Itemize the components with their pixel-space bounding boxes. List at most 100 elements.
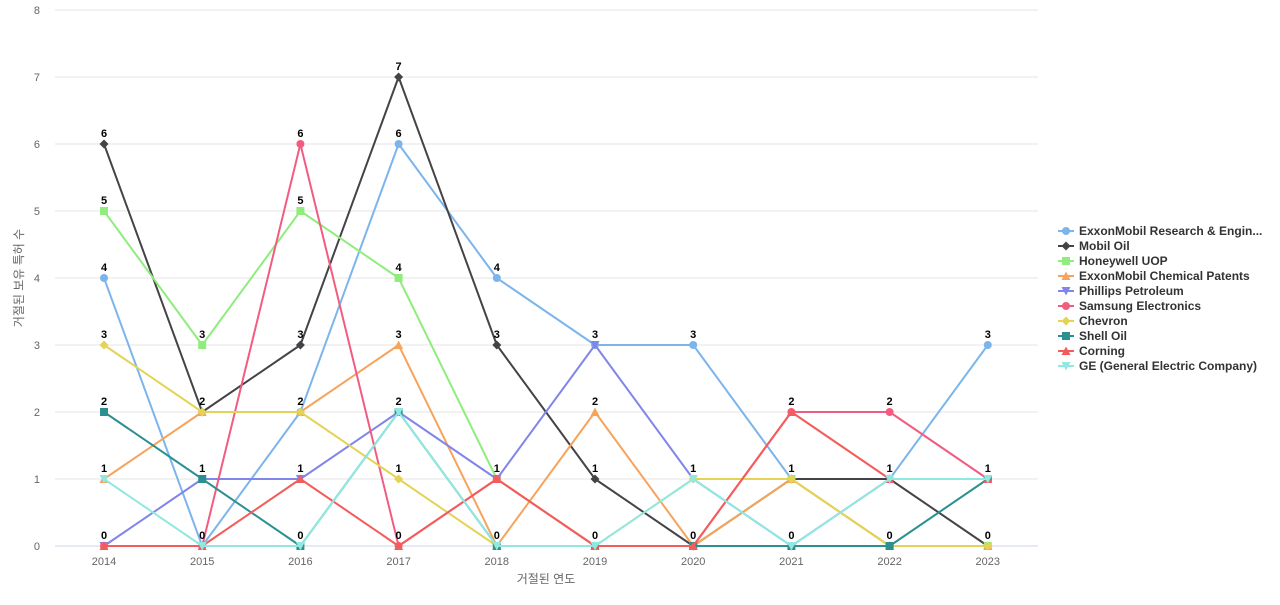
series-2[interactable] (100, 207, 992, 550)
legend-label: ExxonMobil Chemical Patents (1079, 269, 1250, 283)
legend-item[interactable]: Shell Oil (1058, 329, 1127, 343)
data-point (590, 542, 600, 551)
data-point (885, 408, 894, 416)
series-line[interactable] (103, 344, 989, 547)
data-label: 0 (494, 530, 500, 542)
data-point (99, 475, 109, 484)
legend-label: Mobil Oil (1079, 239, 1130, 253)
data-point (197, 407, 207, 417)
data-label: 0 (985, 530, 991, 542)
y-tick-label: 5 (34, 206, 40, 218)
series-6[interactable] (99, 340, 993, 551)
legend-item[interactable]: ExxonMobil Chemical Patents (1058, 269, 1250, 283)
data-label: 2 (592, 396, 598, 408)
legend-label: Honeywell UOP (1079, 254, 1168, 268)
legend-marker (1061, 316, 1071, 326)
data-point (100, 274, 108, 282)
x-axis-title: 거절된 연도 (517, 572, 576, 586)
x-tick-label: 2019 (583, 556, 607, 568)
legend-item[interactable]: Phillips Petroleum (1058, 284, 1184, 298)
series-line[interactable] (103, 411, 989, 547)
data-label: 3 (199, 329, 205, 341)
series-line[interactable] (103, 344, 989, 547)
data-point (295, 407, 305, 417)
data-label: 1 (690, 463, 696, 475)
data-point (786, 407, 796, 416)
data-point (394, 541, 404, 550)
legend-label: Shell Oil (1079, 329, 1127, 343)
series-line[interactable] (103, 411, 989, 547)
legend-item[interactable]: Corning (1058, 344, 1125, 358)
data-point (590, 474, 600, 484)
series-line[interactable] (103, 210, 989, 547)
legend-item[interactable]: Mobil Oil (1058, 239, 1130, 253)
legend-marker (1062, 227, 1070, 235)
data-label: 1 (592, 463, 598, 475)
y-tick-label: 8 (34, 5, 40, 17)
data-label: 3 (494, 329, 500, 341)
data-point (786, 542, 796, 551)
data-label: 3 (985, 329, 991, 341)
data-point (394, 140, 403, 148)
legend-marker (1061, 346, 1071, 355)
x-tick-label: 2018 (485, 556, 509, 568)
legend-label: GE (General Electric Company) (1079, 359, 1257, 373)
data-label: 5 (101, 195, 107, 207)
x-tick-label: 2015 (190, 556, 214, 568)
data-label: 1 (494, 463, 500, 475)
data-label: 2 (887, 396, 893, 408)
data-label: 3 (396, 329, 402, 341)
data-point (689, 341, 698, 349)
data-point (492, 274, 501, 282)
x-tick-label: 2022 (877, 556, 901, 568)
series-3[interactable] (99, 340, 993, 551)
y-tick-label: 7 (34, 72, 40, 84)
y-tick-label: 2 (34, 407, 40, 419)
y-tick-label: 3 (34, 340, 40, 352)
series-line[interactable] (103, 344, 989, 547)
data-label: 1 (788, 463, 794, 475)
data-label: 3 (592, 329, 598, 341)
data-point (198, 475, 207, 483)
data-label: 1 (396, 463, 402, 475)
y-tick-label: 6 (34, 139, 40, 151)
data-label: 1 (199, 463, 205, 475)
legend-label: Phillips Petroleum (1079, 284, 1184, 298)
legend-marker (1062, 257, 1070, 265)
legend-item[interactable]: Honeywell UOP (1058, 254, 1168, 268)
data-point (983, 541, 993, 551)
data-point (296, 140, 305, 148)
series-8[interactable] (99, 407, 993, 551)
data-label: 1 (297, 463, 303, 475)
data-point (197, 542, 207, 551)
data-label: 0 (592, 530, 598, 542)
legend-label: ExxonMobil Research & Engin... (1079, 224, 1262, 238)
data-label: 5 (297, 195, 303, 207)
x-tick-label: 2014 (92, 556, 116, 568)
data-label: 4 (396, 262, 403, 274)
data-point (492, 474, 502, 483)
data-label: 3 (101, 329, 107, 341)
series-9[interactable] (99, 408, 993, 551)
series-4[interactable] (99, 341, 993, 551)
legend-item[interactable]: GE (General Electric Company) (1058, 359, 1257, 373)
data-label: 4 (494, 262, 501, 274)
data-point (492, 340, 502, 350)
data-label: 3 (297, 329, 303, 341)
data-labels: 4 6 5 1 0 3 2 0 2 3 1 2 3 5 1 6 0 6 7 4 3 2 0 1 4 3 1 0 3 1 0 2 3 0 1 1 0 2 1 0… (101, 61, 991, 542)
data-point (394, 72, 404, 82)
legend-marker (1061, 271, 1071, 280)
legend-item[interactable]: Samsung Electronics (1058, 299, 1201, 313)
legend[interactable]: ExxonMobil Research & Engin...Mobil OilH… (1058, 224, 1262, 373)
data-label: 6 (396, 128, 402, 140)
data-point (295, 542, 305, 551)
data-point (295, 340, 305, 350)
legend-item[interactable]: ExxonMobil Research & Engin... (1058, 224, 1262, 238)
data-point (99, 541, 109, 550)
data-point (296, 207, 305, 215)
legend-marker (1061, 362, 1071, 371)
legend-item[interactable]: Chevron (1058, 314, 1128, 328)
data-label: 0 (788, 530, 794, 542)
series-group (99, 72, 993, 551)
